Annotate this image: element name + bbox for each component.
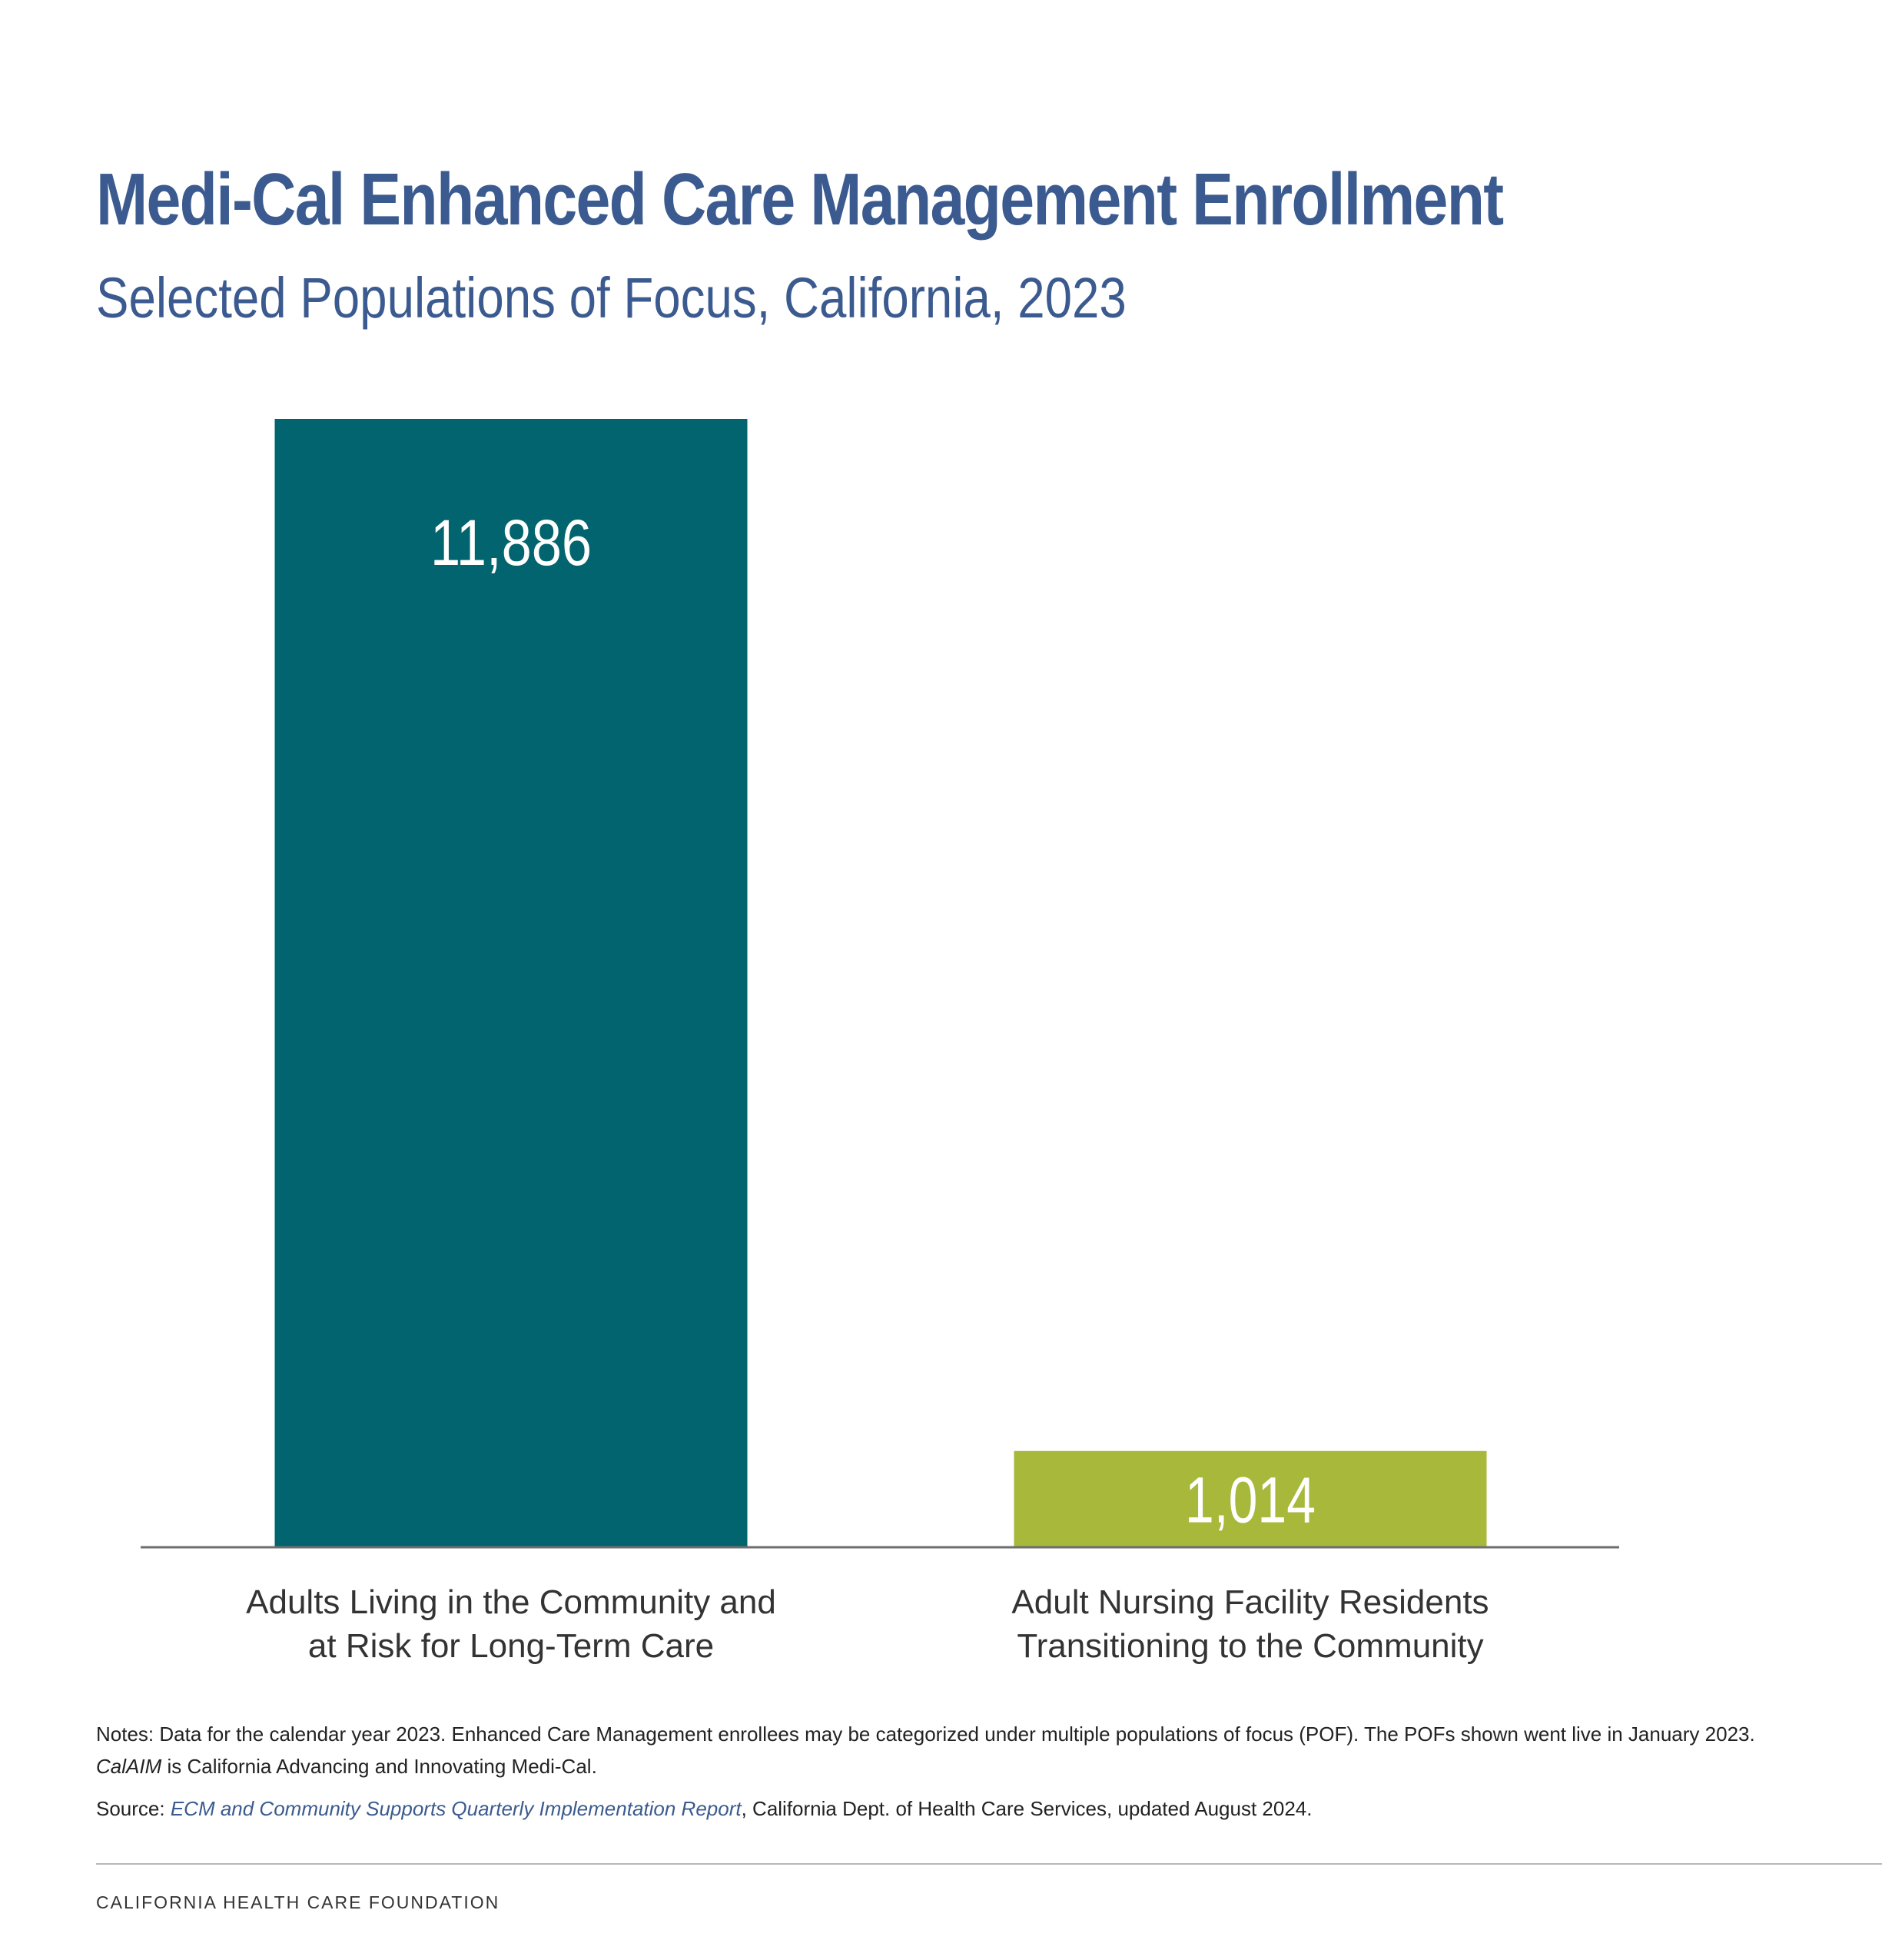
notes-text-2: is California Advancing and Innovating M…: [161, 1755, 597, 1778]
bar-1: [274, 419, 748, 1547]
source-suffix: , California Dept. of Health Care Servic…: [741, 1797, 1313, 1820]
chart-title: Medi-Cal Enhanced Care Management Enroll…: [96, 158, 1504, 241]
bars-layer: 11,886 1,014: [274, 419, 1487, 1547]
bar-chart: 11,886 1,014 Adults Living in the Communi…: [141, 419, 1619, 1665]
footer-organization: CALIFORNIA HEALTH CARE FOUNDATION: [96, 1892, 500, 1912]
category-label-2-line-1: Adult Nursing Facility Residents: [1011, 1583, 1489, 1621]
bar-value-label-1: 11,886: [430, 507, 592, 579]
chart-notes: Notes: Data for the calendar year 2023. …: [96, 1718, 1802, 1782]
category-label-2-line-2: Transitioning to the Community: [1017, 1627, 1483, 1665]
bar-value-label-2: 1,014: [1185, 1463, 1316, 1536]
category-labels-layer: Adults Living in the Community and at Ris…: [246, 1583, 1489, 1665]
footer-divider: [96, 1863, 1882, 1865]
source-prefix: Source:: [96, 1797, 171, 1820]
chart-subtitle: Selected Populations of Focus, Californi…: [96, 266, 1127, 330]
category-label-1-line-2: at Risk for Long-Term Care: [308, 1627, 714, 1665]
notes-italic-term: CalAIM: [96, 1755, 162, 1778]
chart-source: Source: ECM and Community Supports Quart…: [96, 1792, 1802, 1825]
notes-text-1: Notes: Data for the calendar year 2023. …: [96, 1722, 1755, 1746]
category-label-1-line-1: Adults Living in the Community and: [246, 1583, 776, 1621]
source-report-link[interactable]: ECM and Community Supports Quarterly Imp…: [170, 1797, 742, 1820]
bar-2: [1014, 1450, 1487, 1547]
